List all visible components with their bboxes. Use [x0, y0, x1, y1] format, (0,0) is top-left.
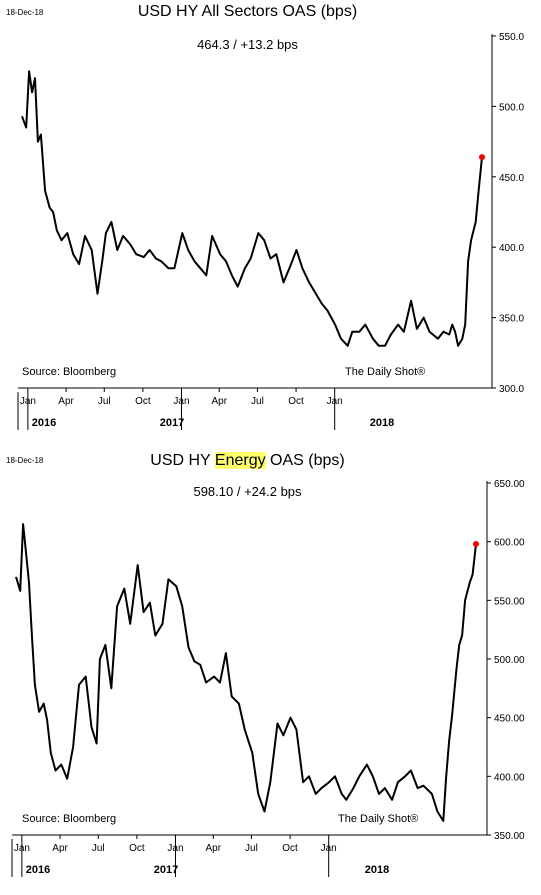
- y-tick-label: 550.0: [499, 32, 524, 43]
- chart-subtitle: 464.3 / +13.2 bps: [197, 37, 298, 52]
- y-tick-label: 650.00: [494, 479, 525, 490]
- chart-panel-energy: 18-Dec-18 USD HY Energy OAS (bps) 598.10…: [0, 448, 541, 895]
- brand-label: The Daily Shot®: [338, 813, 419, 825]
- x-tick-label: Jul: [245, 843, 258, 854]
- x-tick-label: Jul: [92, 843, 105, 854]
- brand-label: The Daily Shot®: [345, 366, 426, 378]
- x-tick-label: Jul: [98, 396, 111, 407]
- x-tick-label: Jul: [251, 396, 264, 407]
- last-point-marker: [479, 154, 485, 161]
- y-tick-label: 450.0: [499, 173, 524, 184]
- year-label: 2016: [26, 864, 50, 876]
- last-point-marker: [473, 541, 479, 548]
- year-label: 2016: [32, 417, 56, 429]
- title-suffix: OAS (bps): [270, 452, 345, 469]
- title-highlight: Energy: [214, 452, 266, 469]
- y-tick-label: 500.00: [494, 655, 525, 666]
- y-tick-label: 350.00: [494, 831, 525, 842]
- y-tick-label: 400.00: [494, 772, 525, 783]
- y-tick-label: 450.00: [494, 714, 525, 725]
- y-tick-label: 550.00: [494, 596, 525, 607]
- series-line: [15, 523, 477, 822]
- x-tick-label: Oct: [288, 396, 304, 407]
- title-prefix: USD HY: [150, 452, 211, 469]
- x-tick-label: Apr: [211, 396, 227, 407]
- y-tick-label: 600.00: [494, 538, 525, 549]
- chart-title: USD HY Energy OAS (bps): [0, 452, 495, 470]
- series-line: [21, 70, 483, 347]
- y-tick-label: 300.0: [499, 384, 524, 395]
- x-tick-label: Apr: [205, 843, 221, 854]
- x-tick-label: Oct: [282, 843, 298, 854]
- date-stamp: 18-Dec-18: [6, 8, 44, 17]
- date-stamp: 18-Dec-18: [6, 456, 44, 465]
- x-tick-label: Oct: [135, 396, 151, 407]
- source-label: Source: Bloomberg: [22, 813, 117, 825]
- y-tick-label: 400.0: [499, 243, 524, 254]
- x-tick-label: Apr: [58, 396, 74, 407]
- chart-subtitle: 598.10 / +24.2 bps: [193, 484, 302, 499]
- chart-panel-all-sectors: 18-Dec-18 USD HY All Sectors OAS (bps) 4…: [0, 0, 541, 440]
- year-label: 2018: [370, 417, 394, 429]
- chart-plot: 650.00 600.00 550.00 500.00 450.00 400.00 350.…: [11, 479, 525, 877]
- source-label: Source: Bloomberg: [22, 366, 117, 378]
- y-tick-label: 500.0: [499, 102, 524, 113]
- year-label: 2017: [160, 417, 184, 429]
- x-tick-label: Oct: [129, 843, 145, 854]
- x-tick-label: Apr: [52, 843, 68, 854]
- y-tick-label: 350.0: [499, 314, 524, 325]
- chart-title: USD HY All Sectors OAS (bps): [137, 3, 358, 20]
- year-label: 2018: [365, 864, 389, 876]
- year-label: 2017: [154, 864, 178, 876]
